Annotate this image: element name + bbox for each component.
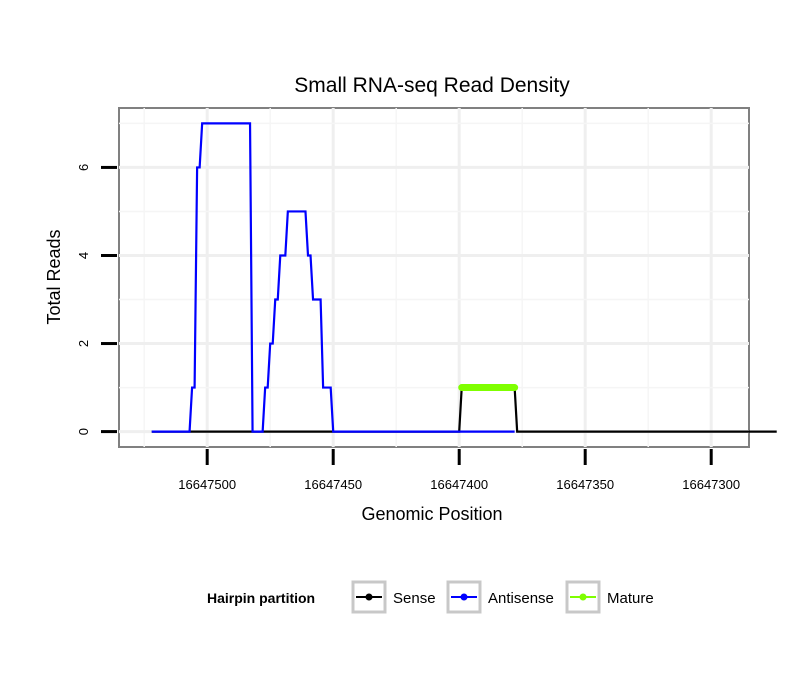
legend-point-antisense: [460, 593, 468, 601]
chart-title: Small RNA-seq Read Density: [294, 74, 570, 97]
y-axis-label: Total Reads: [44, 229, 64, 324]
legend-label-antisense: Antisense: [488, 590, 554, 607]
x-tick-label-2: 16647400: [430, 477, 488, 492]
y-tick-label-1: 2: [76, 340, 91, 347]
panel-background: [118, 107, 750, 448]
legend-title: Hairpin partition: [207, 590, 315, 606]
series-group: [151, 122, 777, 433]
legend-item-sense: Sense: [351, 580, 436, 614]
legend-label-mature: Mature: [607, 590, 654, 607]
legend-point-sense: [365, 593, 373, 601]
y-tick-label-2: 4: [76, 252, 91, 259]
legend-point-mature: [579, 593, 587, 601]
legend-label-sense: Sense: [393, 590, 436, 607]
x-tick-label-4: 16647300: [682, 477, 740, 492]
x-axis: 16647500 16647450 16647400 16647350 16647300: [178, 449, 740, 492]
series-line-antisense: [151, 122, 515, 433]
y-tick-label-0: 0: [76, 428, 91, 435]
x-tick-label-1: 16647450: [304, 477, 362, 492]
x-tick-label-3: 16647350: [556, 477, 614, 492]
grid: [119, 108, 749, 447]
x-axis-label: Genomic Position: [361, 504, 502, 524]
legend-item-antisense: Antisense: [446, 580, 554, 614]
x-tick-label-0: 16647500: [178, 477, 236, 492]
y-axis: 0 2 4 6: [76, 164, 117, 435]
legend: Hairpin partition Sense Antisense Mature: [207, 580, 654, 614]
legend-item-mature: Mature: [565, 580, 654, 614]
y-tick-label-3: 6: [76, 164, 91, 171]
